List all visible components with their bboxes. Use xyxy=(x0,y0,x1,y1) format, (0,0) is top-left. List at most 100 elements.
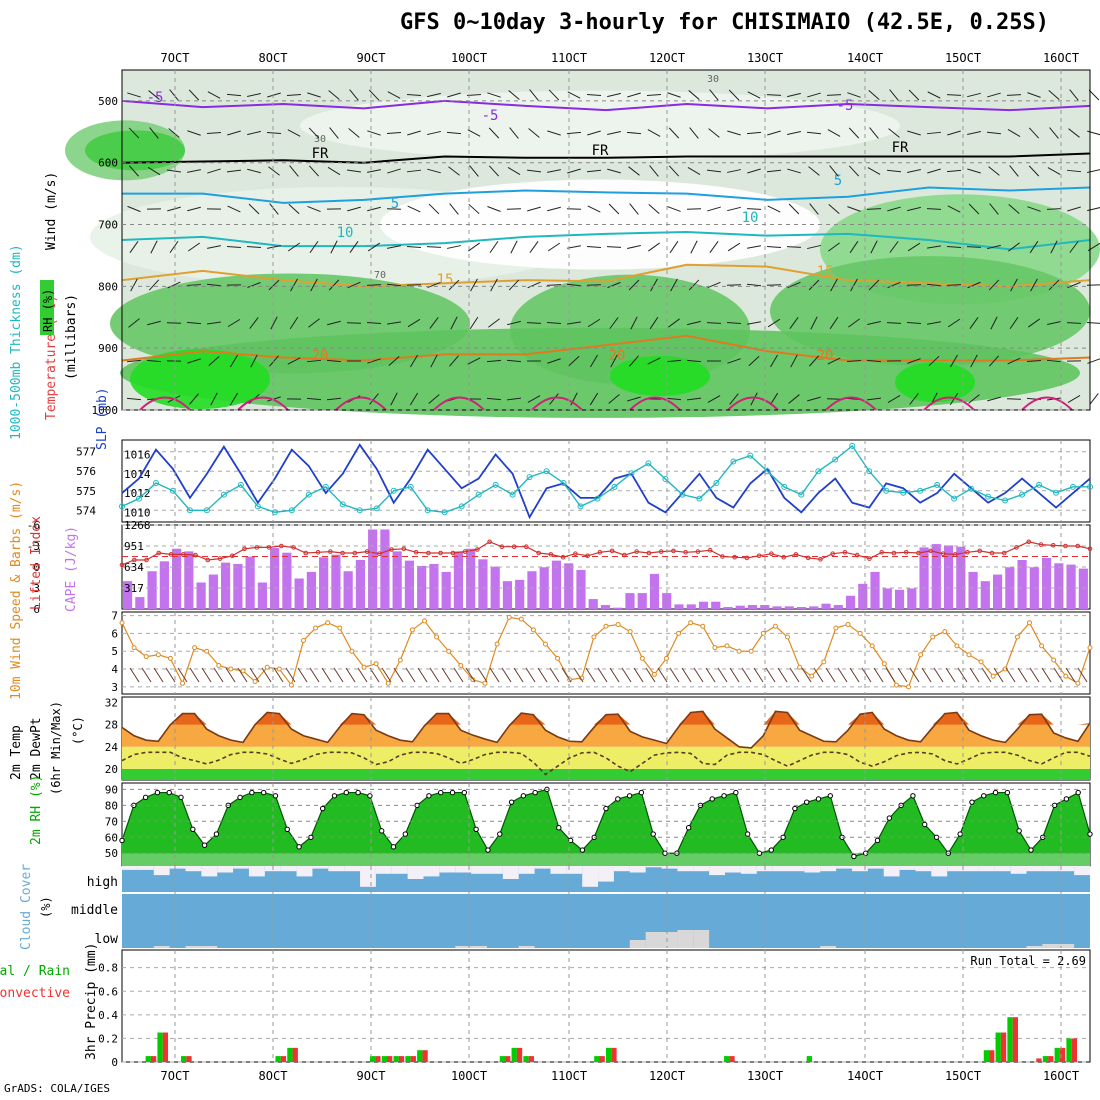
li-marker xyxy=(805,555,811,561)
li-marker xyxy=(916,550,921,556)
thickness-marker xyxy=(696,495,703,502)
wind-barb xyxy=(867,167,881,175)
rh-marker xyxy=(284,826,290,832)
y-tick-label: 500 xyxy=(98,95,118,108)
wind-barb xyxy=(287,129,301,137)
wind-barb xyxy=(609,317,619,329)
wind-marker xyxy=(954,643,960,649)
thickness-marker xyxy=(119,503,125,510)
wind-barb xyxy=(847,206,861,212)
li-marker xyxy=(1001,550,1007,556)
precip-total-bar xyxy=(594,1056,600,1062)
surface-wind-barb xyxy=(465,667,476,683)
cloud-low-bar xyxy=(645,932,662,948)
wind-marker xyxy=(167,655,173,661)
wind-barb xyxy=(290,278,298,292)
wind-barb xyxy=(186,284,202,286)
wind-barb xyxy=(428,203,440,215)
wind-barb xyxy=(449,203,459,215)
wind-barb xyxy=(427,168,441,174)
thickness-marker xyxy=(611,483,618,490)
thickness-marker xyxy=(356,507,363,514)
wind-barb xyxy=(310,278,318,292)
surface-wind-barb xyxy=(753,667,764,683)
thickness-marker xyxy=(254,503,261,510)
wind-barb xyxy=(967,131,981,135)
surface-wind-barb xyxy=(849,667,860,683)
rh-region xyxy=(85,130,185,171)
wind-barb xyxy=(667,92,681,98)
rh-marker xyxy=(390,844,397,850)
rh-marker xyxy=(1004,789,1011,796)
wind-barb xyxy=(889,89,899,101)
surface-wind-barb xyxy=(237,667,248,683)
wind-barb xyxy=(286,93,302,97)
cape-bar xyxy=(686,604,696,609)
li-marker xyxy=(462,549,468,554)
wind-barb xyxy=(267,245,281,249)
wind-marker xyxy=(518,616,524,622)
wind-barb xyxy=(626,131,642,135)
rh-marker xyxy=(379,828,385,834)
cape-bar xyxy=(527,571,537,609)
y-axis-label: 10m Wind Speed & Barbs (m/s) xyxy=(9,481,24,700)
thickness-marker xyxy=(424,507,431,514)
cloud-high-gap xyxy=(375,866,392,874)
isotherm-5 xyxy=(122,186,1091,204)
wind-marker xyxy=(494,641,500,647)
li-marker xyxy=(940,551,946,557)
wind-barb xyxy=(367,169,381,173)
li-marker xyxy=(658,549,664,554)
wind-barb xyxy=(766,169,782,173)
surface-wind-barb xyxy=(249,667,260,683)
wind-barb xyxy=(668,165,680,177)
wind-barb xyxy=(269,203,279,215)
cape-bar xyxy=(306,571,316,609)
wind-marker xyxy=(385,680,391,686)
li-marker xyxy=(842,550,848,555)
y-tick-label: 70 xyxy=(105,815,118,828)
precip-convective-bar xyxy=(729,1056,735,1062)
cape-bar xyxy=(123,581,133,609)
wind-barb xyxy=(807,92,821,98)
wind-barb xyxy=(746,208,762,210)
wind-barb xyxy=(489,240,499,254)
surface-wind-barb xyxy=(477,667,488,683)
thickness-marker xyxy=(1087,483,1093,490)
wind-barb xyxy=(866,397,882,401)
precip-total-bar xyxy=(724,1056,730,1062)
thickness-marker xyxy=(288,507,295,514)
wind-barb xyxy=(906,322,922,324)
cape-bar xyxy=(208,574,218,609)
li-marker xyxy=(511,544,517,550)
wind-barb xyxy=(510,240,518,254)
wind-barb xyxy=(810,316,818,330)
cape-bar xyxy=(282,552,292,609)
wind-barb xyxy=(547,169,561,173)
cloud-low-bar xyxy=(677,930,694,948)
y-tick-label: 574 xyxy=(76,504,96,517)
cape-bar xyxy=(1005,567,1015,609)
y-tick-label: 800 xyxy=(98,280,118,293)
cloud-high-gap xyxy=(1074,866,1090,876)
wind-marker xyxy=(361,664,367,670)
thickness-marker xyxy=(1053,489,1060,496)
precip-total-bar xyxy=(181,1056,187,1062)
x-tick-label-top: 9OCT xyxy=(357,51,386,65)
rh-marker xyxy=(1063,796,1070,802)
wind-barb xyxy=(247,92,261,98)
panel-border xyxy=(121,439,1091,523)
thickness-marker xyxy=(407,483,414,490)
wind-barb xyxy=(808,166,820,176)
wind-barb xyxy=(289,165,299,177)
wind-barb xyxy=(789,317,799,329)
surface-wind-barb xyxy=(225,667,236,683)
wind-barb xyxy=(1048,279,1060,291)
wind-marker xyxy=(966,652,972,658)
precip-total-bar xyxy=(417,1050,423,1062)
cloud-high-gap xyxy=(137,866,154,870)
wind-barb xyxy=(586,169,602,173)
wind-marker xyxy=(772,623,778,629)
wind-barb xyxy=(947,205,961,213)
wind-barb xyxy=(966,246,982,248)
